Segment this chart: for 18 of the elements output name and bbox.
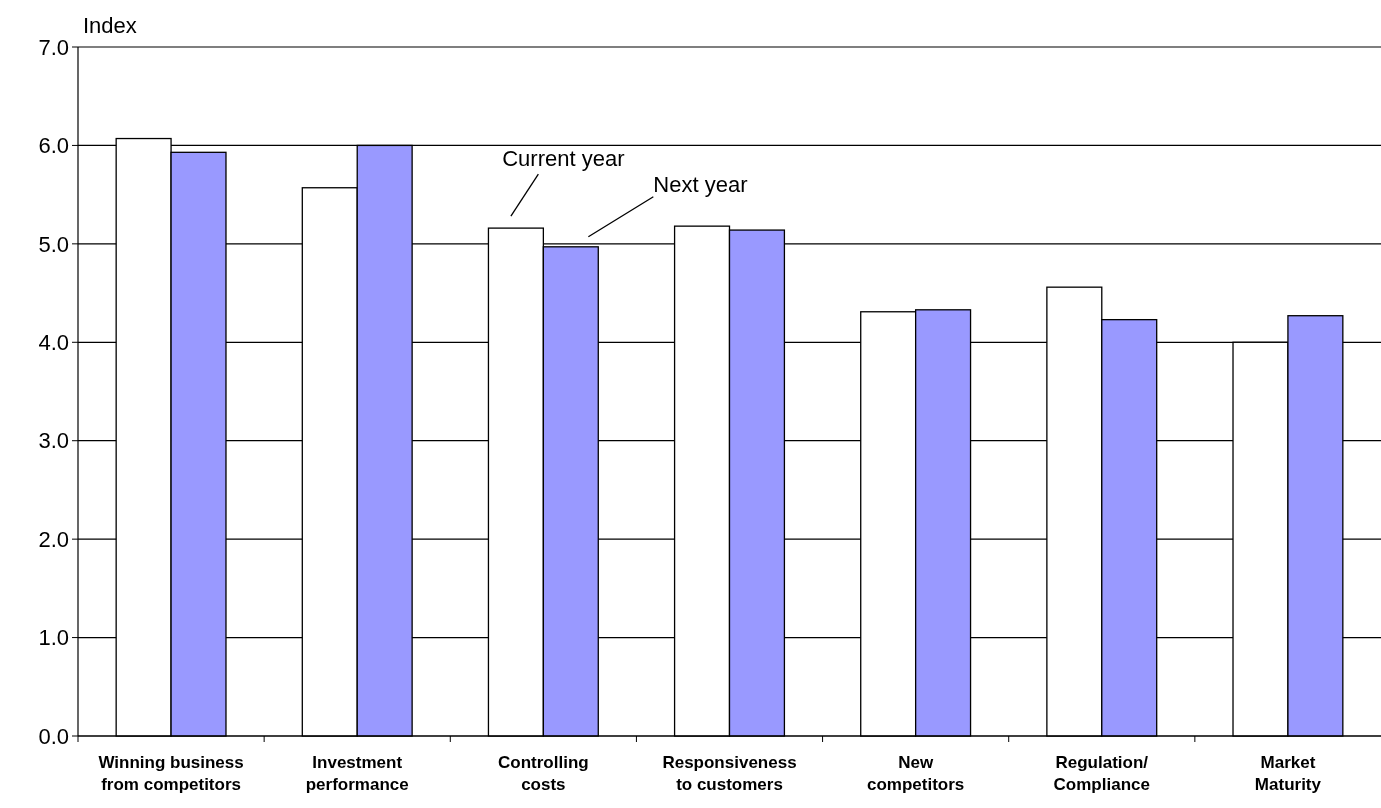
y-tick-label: 7.0	[38, 34, 69, 60]
y-tick-label: 5.0	[38, 231, 69, 257]
series-label: Next year	[653, 171, 748, 197]
y-tick-label: 0.0	[38, 723, 69, 749]
x-tick-label: Winning business from competitors	[98, 753, 244, 794]
x-tick-label: Regulation/ Compliance	[1053, 753, 1150, 794]
x-tick-label: New competitors	[866, 753, 965, 794]
y-axis-title: Index	[83, 13, 137, 38]
y-tick-label: 2.0	[38, 526, 69, 552]
y-tick-label: 4.0	[38, 329, 69, 355]
x-tick-label: Market Maturity	[1254, 753, 1322, 794]
y-tick-label: 6.0	[38, 133, 69, 159]
y-tick-label: 1.0	[38, 625, 69, 651]
x-tick-label: Responsiveness to customers	[662, 753, 797, 794]
x-tick-label: Controlling costs	[498, 753, 589, 794]
x-tick-label: Investment performance	[305, 753, 409, 794]
text: Current year	[502, 146, 625, 172]
y-tick-label: 3.0	[38, 428, 69, 454]
